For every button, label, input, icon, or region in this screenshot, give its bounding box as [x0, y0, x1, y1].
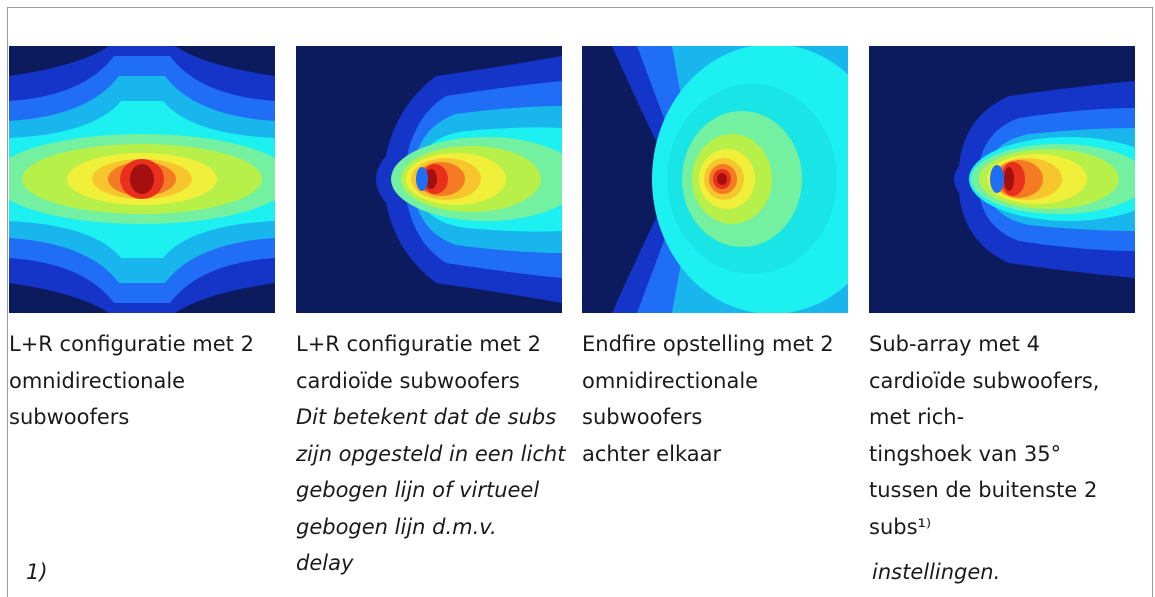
caption-line: tussen de buitenste 2: [869, 478, 1098, 502]
caption-note-line: gebogen lijn d.m.v.: [296, 514, 497, 539]
sub-array-plot: [869, 46, 1135, 313]
caption-lr-cardioid: L+R configuratie met 2 cardioïde subwoof…: [296, 326, 586, 582]
caption-endfire: Endfire opstelling met 2 omnidirectional…: [582, 326, 872, 472]
caption-line: subs¹⁾: [869, 514, 932, 539]
endfire-heatmap: [582, 46, 848, 313]
caption-line: cardioïde subwoofers,: [869, 368, 1100, 393]
caption-line: L+R configuratie met 2: [296, 332, 541, 356]
caption-note-line: Dit betekent dat de subs: [296, 405, 557, 429]
lr-omni-plot: [9, 46, 275, 313]
lr-omni-heatmap: [9, 46, 275, 313]
caption-line: Sub-array met 4: [869, 332, 1040, 356]
caption-line: met rich-: [869, 405, 965, 429]
caption-line: subwoofers: [9, 405, 130, 429]
caption-note-line: zijn opgesteld in een licht: [296, 441, 566, 466]
caption-line: Endfire opstelling met 2: [582, 332, 834, 356]
endfire-plot: [582, 46, 848, 313]
caption-line: tingshoek van 35°: [869, 441, 1062, 466]
caption-note-line: delay: [296, 551, 354, 575]
caption-line: omnidirectionale: [9, 368, 186, 393]
sub-array-heatmap: [869, 46, 1135, 313]
footnote-right: instellingen.: [872, 560, 1001, 584]
caption-note-line: gebogen lijn of virtueel: [296, 478, 540, 502]
lr-cardioid-heatmap: [296, 46, 562, 313]
caption-sub-array: Sub-array met 4 cardioïde subwoofers, me…: [869, 326, 1149, 545]
caption-line: subwoofers: [582, 405, 703, 429]
footnote-left: 1): [26, 560, 48, 584]
caption-line: omnidirectionale: [582, 368, 759, 393]
caption-line: L+R configuratie met 2: [9, 332, 254, 356]
caption-line: achter elkaar: [582, 441, 722, 466]
caption-line: cardioïde subwoofers: [296, 368, 520, 393]
lr-cardioid-plot: [296, 46, 562, 313]
caption-lr-omni: L+R configuratie met 2 omnidirectionale …: [9, 326, 299, 436]
page-frame: [7, 7, 1153, 597]
